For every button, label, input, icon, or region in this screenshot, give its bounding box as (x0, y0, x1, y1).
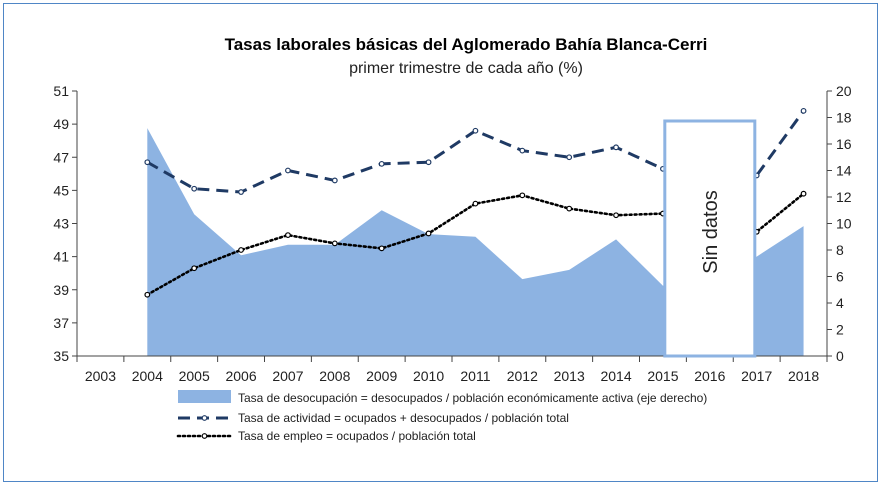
y-right-tick-label: 14 (836, 163, 852, 179)
series-actividad-point (191, 185, 198, 192)
x-tick-label: 2009 (366, 368, 397, 384)
legend-actividad-marker (201, 415, 208, 421)
x-tick-label: 2003 (85, 368, 116, 384)
y-left-tick-label: 41 (53, 249, 69, 265)
no-data-label: Sin datos (700, 190, 722, 273)
series-actividad-point (519, 147, 526, 154)
x-tick-label: 2015 (647, 368, 678, 384)
x-tick-label: 2014 (600, 368, 631, 384)
chart-title: Tasas laborales básicas del Aglomerado B… (225, 35, 708, 54)
no-data-box (663, 119, 757, 358)
y-left-tick-label: 45 (53, 182, 69, 198)
y-right-tick-label: 12 (836, 189, 852, 205)
series-actividad-point (285, 167, 291, 174)
x-tick-label: 2017 (741, 368, 772, 384)
y-right-tick-label: 18 (836, 110, 852, 126)
series-actividad-point (613, 144, 619, 151)
y-left-tick-label: 39 (53, 282, 69, 298)
y-right-tick-label: 0 (836, 348, 844, 364)
x-tick-label: 2006 (225, 368, 256, 384)
axes: 35 37 39 41 43 45 47 49 51 0 2 4 6 8 10 12 14 16 18 20 2003 2… (53, 83, 851, 384)
y-left-tick-label: 37 (53, 315, 69, 331)
series-actividad-point (472, 127, 479, 134)
x-tick-label: 2007 (272, 368, 303, 384)
plot-area (144, 107, 807, 356)
legend-empleo-label: Tasa de empleo = ocupados / población to… (238, 429, 476, 443)
y-left-tick-label: 43 (53, 216, 69, 232)
legend-empleo-marker (201, 433, 208, 439)
x-tick-label: 2008 (319, 368, 350, 384)
x-tick-label: 2010 (413, 368, 444, 384)
series-empleo-point (425, 230, 432, 237)
series-empleo-point (285, 232, 291, 238)
y-right-tick-label: 16 (836, 136, 852, 152)
series-actividad-point (566, 154, 573, 161)
x-tick-label: 2005 (179, 368, 210, 384)
series-empleo-point (144, 291, 151, 298)
y-left-tick-label: 51 (53, 83, 69, 99)
y-left-tick-label: 47 (53, 149, 69, 165)
series-actividad-point (378, 160, 385, 167)
x-tick-label: 2018 (788, 368, 819, 384)
series-desocupacion-area (147, 128, 804, 356)
legend-actividad-label: Tasa de actividad = ocupados + desocupad… (238, 411, 569, 425)
y-right-tick-label: 10 (836, 216, 852, 232)
series-empleo-point (331, 240, 338, 247)
y-right-tick-label: 4 (836, 295, 844, 311)
no-data-annotation: Sin datos (663, 119, 757, 358)
y-right-tick-label: 2 (836, 322, 844, 338)
series-actividad-point (238, 189, 244, 195)
y-right-tick-label: 8 (836, 242, 844, 258)
x-tick-label: 2013 (554, 368, 585, 384)
x-tick-label: 2016 (694, 368, 725, 384)
series-empleo-point (191, 265, 198, 272)
legend: Tasa de desocupación = desocupados / pob… (176, 390, 707, 443)
series-empleo-point (472, 200, 479, 207)
legend-desocupacion-label: Tasa de desocupación = desocupados / pob… (238, 391, 707, 405)
series-empleo-point (566, 205, 573, 212)
series-empleo-point (613, 212, 619, 219)
x-tick-label: 2011 (460, 368, 490, 384)
series-empleo-point (519, 192, 526, 199)
series-empleo-point (238, 247, 244, 253)
y-left-tick-label: 35 (53, 348, 69, 364)
x-tick-label: 2004 (132, 368, 163, 384)
series-empleo-point (378, 245, 385, 252)
legend-desocupacion-swatch (178, 390, 231, 403)
series-actividad-point (425, 159, 432, 166)
y-right-tick-label: 20 (836, 83, 852, 99)
y-left-tick-label: 49 (53, 116, 69, 132)
series-actividad-point (144, 159, 151, 166)
series-actividad-point (800, 107, 807, 114)
series-actividad-point (331, 177, 338, 184)
series-empleo-point (800, 190, 807, 197)
chart-subtitle: primer trimestre de cada año (%) (349, 60, 583, 77)
y-right-tick-label: 6 (836, 269, 844, 285)
x-tick-label: 2012 (507, 368, 538, 384)
